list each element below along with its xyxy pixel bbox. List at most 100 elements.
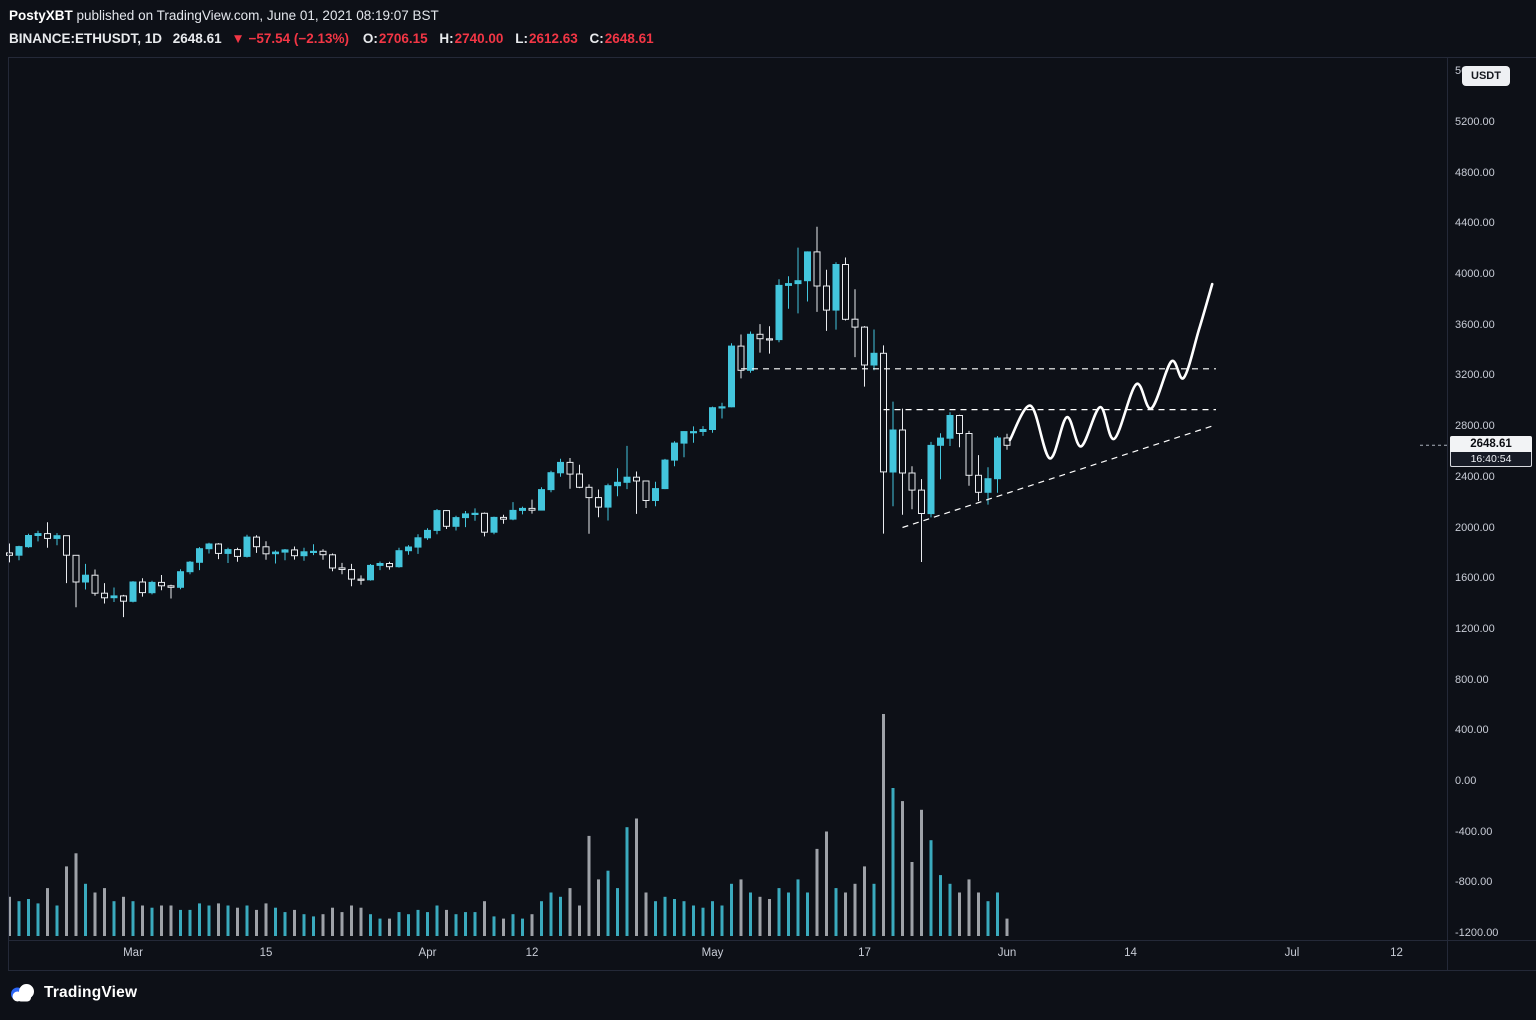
volume-bar (27, 899, 30, 936)
volume-bar (502, 918, 505, 936)
volume-bar (302, 914, 306, 936)
currency-toggle-button[interactable]: USDT (1462, 66, 1510, 86)
candle-body (44, 533, 51, 539)
candle-body (870, 352, 878, 366)
candle-body (946, 415, 954, 439)
candle-body (234, 549, 241, 557)
time-axis-label: 12 (525, 947, 539, 959)
time-axis-label: Jun (997, 947, 1017, 959)
symbol-title: BINANCE:ETHUSDT, 1D (9, 31, 163, 46)
candle-body (72, 554, 80, 583)
candle-body (509, 509, 517, 520)
chart-frame-top (8, 57, 1536, 58)
current-price-value: 2648.61 (1450, 436, 1532, 453)
time-axis-label: Mar (123, 947, 143, 959)
price-change: ▼ −57.54 (−2.13%) (231, 31, 350, 46)
projection-path-drawing[interactable] (1008, 282, 1214, 460)
candle-body (272, 551, 279, 555)
candle-body (737, 345, 745, 371)
volume-bar (730, 883, 733, 936)
volume-bar (198, 903, 201, 936)
candle-body (538, 489, 545, 511)
candle-body (918, 489, 925, 515)
low-label: L: (515, 31, 528, 46)
candle-body (718, 406, 726, 409)
volume-bar (882, 714, 885, 936)
candle-body (205, 543, 213, 550)
volume-bar (996, 892, 999, 936)
price-axis-label: 3200.00 (1455, 369, 1495, 382)
candle-body (101, 592, 108, 599)
candle-body (547, 472, 555, 491)
candle-body (386, 563, 393, 568)
volume-bar (606, 870, 610, 936)
price-axis-label: 0.00 (1455, 775, 1477, 787)
candle-body (281, 549, 289, 553)
price-axis-label: 5200.00 (1455, 115, 1495, 128)
candle-body (604, 485, 612, 508)
volume-bar (872, 883, 876, 936)
volume-bar (46, 888, 49, 936)
volume-bar (340, 912, 344, 936)
volume-bar (568, 888, 572, 936)
volume-bar (454, 914, 458, 936)
time-axis[interactable]: Mar 15 Apr 12 May 17 Jun 14 Jul 12 (0, 941, 1447, 969)
volume-bar (967, 879, 971, 936)
time-axis-label: 15 (259, 947, 273, 959)
price-axis-label: -400.00 (1455, 825, 1493, 838)
candle-body (148, 581, 156, 594)
volume-bar (17, 901, 21, 936)
candle-body (994, 437, 1001, 480)
candle-body (728, 345, 735, 408)
candle-body (690, 431, 697, 434)
volume-bar (483, 901, 486, 936)
volume-bar (758, 896, 762, 936)
time-axis-label: 12 (1390, 947, 1403, 959)
candle-body (861, 326, 868, 366)
price-axis-label: 2400.00 (1455, 470, 1495, 483)
volume-bar (207, 905, 211, 936)
high-value: 2740.00 (454, 31, 504, 46)
candle-body (642, 480, 650, 501)
open-label: O: (362, 31, 378, 46)
volume-bar (920, 809, 923, 936)
open-value: 2706.15 (378, 31, 428, 46)
candle-body (215, 543, 222, 554)
volume-bar (1005, 918, 1009, 936)
price-chart-canvas[interactable] (0, 57, 1447, 940)
volume-bar (891, 788, 895, 936)
chart-frame-left (8, 57, 9, 970)
candle-body (794, 280, 802, 285)
bar-countdown: 16:40:54 (1450, 452, 1532, 468)
volume-bar (711, 901, 714, 936)
volume-bar (739, 879, 743, 936)
candle-body (129, 581, 137, 602)
candle-body (965, 433, 973, 476)
candle-body (196, 548, 203, 563)
volume-bar (464, 912, 467, 936)
last-price: 2648.61 (172, 31, 222, 46)
volume-bar (331, 907, 334, 936)
candle-body (348, 569, 355, 580)
brand-name: TradingView (44, 983, 138, 1001)
candle-body (519, 507, 526, 511)
volume-bar (407, 914, 410, 936)
candle-body (405, 546, 412, 552)
candle-body (614, 481, 621, 487)
price-axis-label: 3600.00 (1455, 318, 1495, 331)
volume-bar (844, 892, 847, 936)
footer: TradingView (10, 983, 137, 1002)
candle-body (490, 516, 498, 533)
volume-bar (359, 907, 363, 936)
volume-bar (150, 907, 154, 936)
volume-bar (549, 892, 553, 936)
candle-body (557, 461, 564, 474)
volume-bar (692, 905, 695, 936)
candle-body (661, 459, 669, 490)
candle-body (813, 251, 821, 287)
candle-body (1003, 437, 1011, 446)
time-axis-label: 17 (858, 947, 871, 959)
volume-bar (245, 905, 249, 936)
price-axis[interactable]: USDT 2648.61 16:40:54 5600.005200.004800… (1448, 57, 1536, 940)
candle-body (747, 333, 754, 371)
